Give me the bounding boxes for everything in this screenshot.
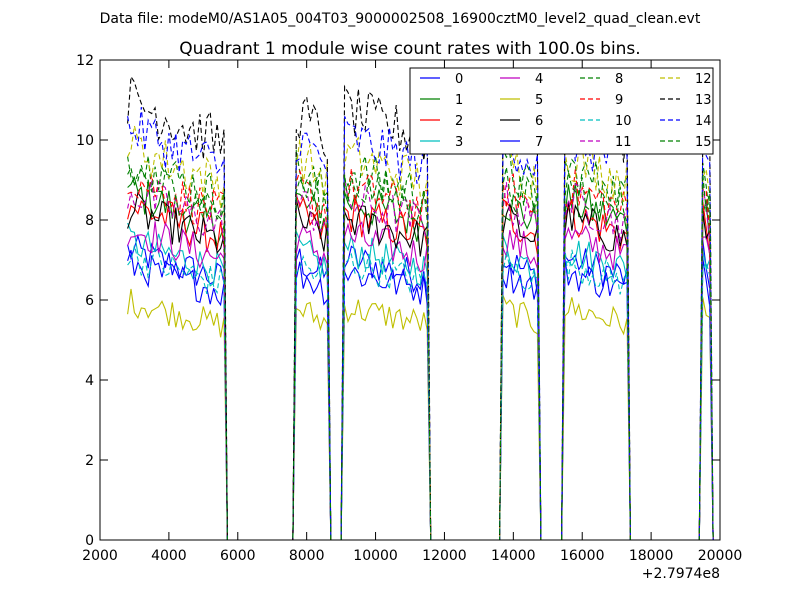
series-line-2 (127, 194, 714, 541)
y-tick-label: 8 (85, 213, 94, 229)
legend-label-15: 15 (695, 135, 712, 150)
ticks-layer: 2000 4000 6000 8000 10000 12000 14000 16000 1800… (76, 53, 742, 564)
series-line-11 (127, 179, 714, 541)
chart-title: Quadrant 1 module wise count rates with … (179, 39, 640, 59)
series-line-5 (127, 288, 714, 541)
legend-label-2: 2 (455, 114, 463, 129)
legend-label-13: 13 (695, 93, 712, 108)
x-tick-label: 14000 (491, 548, 536, 564)
y-tick-label: 4 (85, 373, 94, 389)
data-file-label: Data file: modeM0/AS1A05_004T03_90000025… (100, 11, 701, 27)
legend-label-1: 1 (455, 93, 463, 108)
y-tick-label: 6 (85, 293, 94, 309)
x-tick-label: 20000 (698, 548, 743, 564)
x-tick-label: 10000 (353, 548, 398, 564)
legend-label-12: 12 (695, 72, 712, 87)
legend-label-14: 14 (695, 114, 712, 129)
x-tick-label: 8000 (289, 548, 325, 564)
y-tick-label: 0 (85, 533, 94, 549)
y-tick-label: 2 (85, 453, 94, 469)
legend-label-10: 10 (615, 114, 632, 129)
x-tick-label: 6000 (220, 548, 256, 564)
series-line-7 (127, 249, 714, 541)
series-line-1 (127, 176, 714, 541)
legend-label-9: 9 (615, 93, 623, 108)
x-tick-label: 4000 (151, 548, 187, 564)
y-tick-label: 10 (76, 133, 94, 149)
series-line-12 (127, 125, 714, 541)
legend-label-6: 6 (535, 114, 543, 129)
legend-label-5: 5 (535, 93, 543, 108)
x-offset-label: +2.7974e8 (642, 566, 720, 582)
y-tick-label: 12 (76, 53, 94, 69)
series-line-8 (127, 147, 714, 541)
x-tick-label: 12000 (422, 548, 467, 564)
series-line-15 (127, 166, 714, 541)
x-tick-label: 18000 (629, 548, 674, 564)
legend-label-7: 7 (535, 135, 543, 150)
legend-label-3: 3 (455, 135, 463, 150)
x-tick-label: 2000 (82, 548, 118, 564)
series-line-14 (127, 106, 714, 541)
legend-label-0: 0 (455, 72, 463, 87)
legend-box (409, 67, 714, 155)
legend-label-8: 8 (615, 72, 623, 87)
legend-label-11: 11 (615, 135, 632, 150)
legend-label-4: 4 (535, 72, 543, 87)
x-tick-label: 16000 (560, 548, 605, 564)
